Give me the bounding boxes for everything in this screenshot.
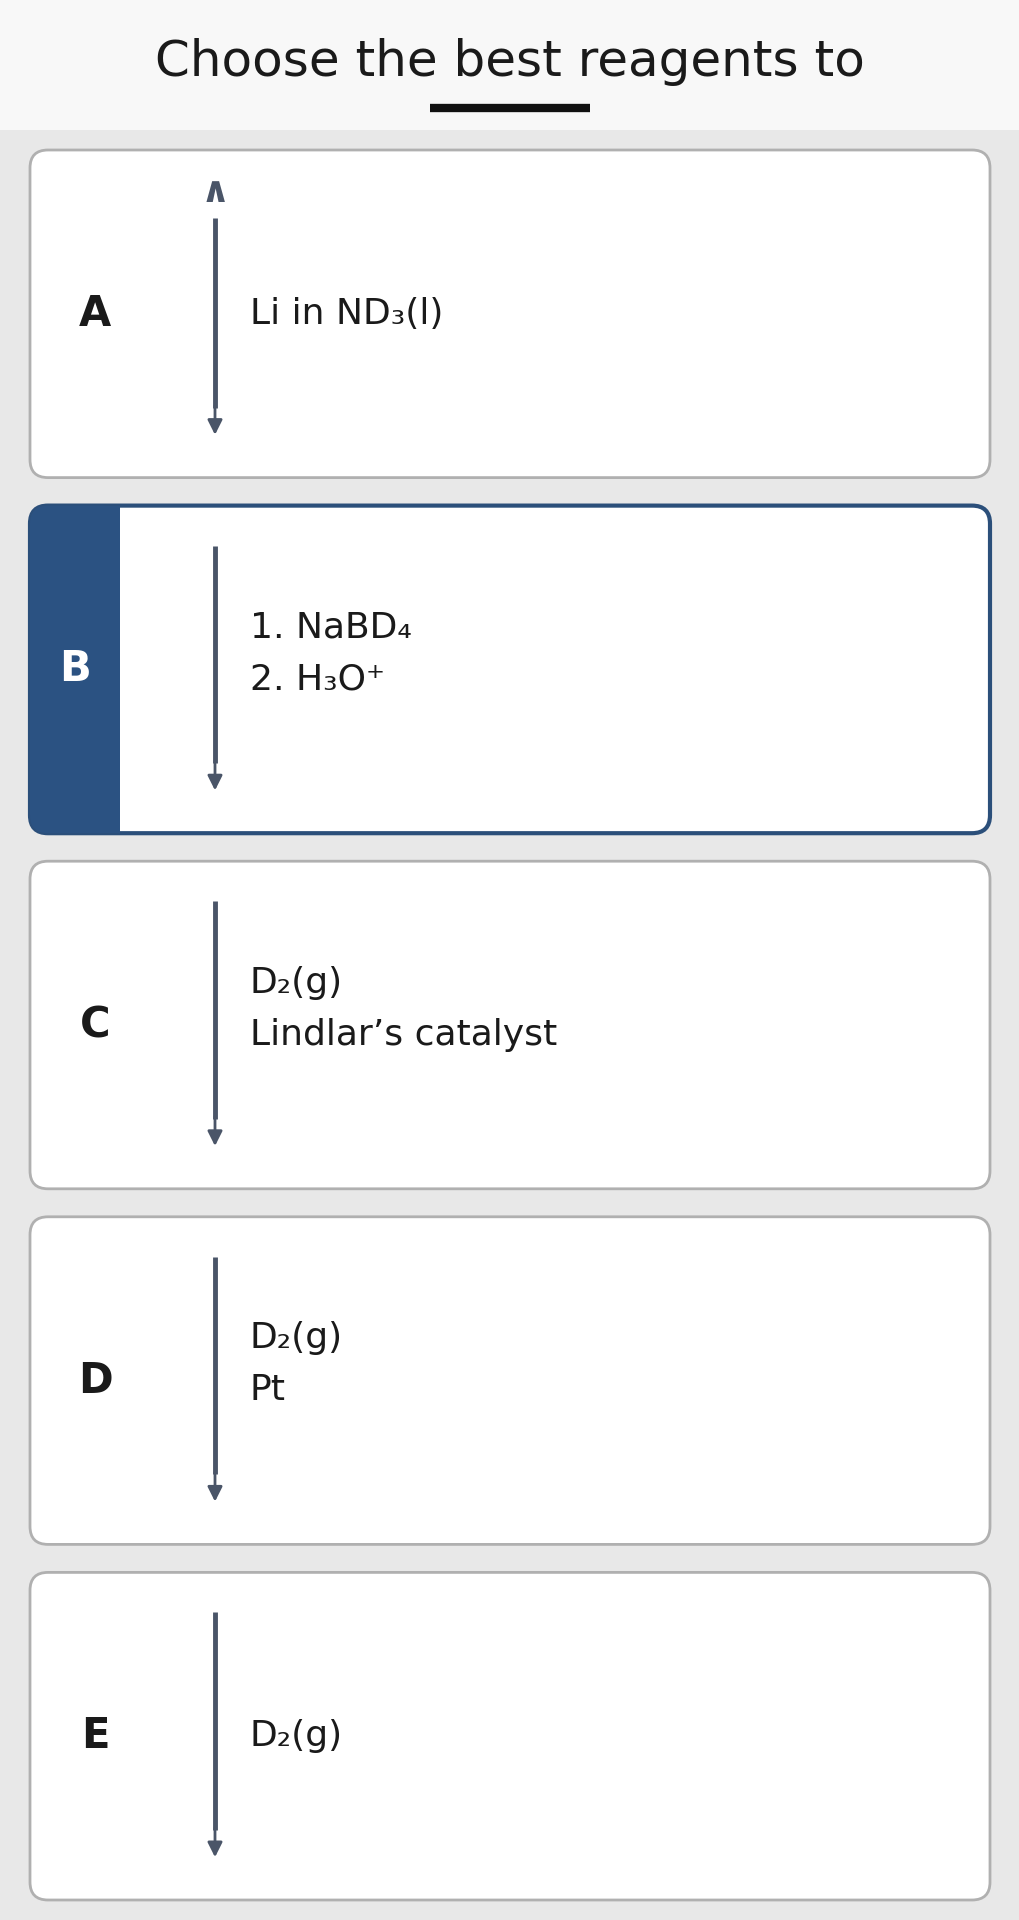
Text: D₂(g): D₂(g) — [250, 966, 342, 1000]
FancyBboxPatch shape — [30, 1217, 989, 1544]
FancyBboxPatch shape — [30, 1572, 989, 1901]
Text: D₂(g): D₂(g) — [250, 1321, 342, 1356]
Text: E: E — [81, 1715, 109, 1757]
FancyBboxPatch shape — [30, 505, 120, 833]
FancyBboxPatch shape — [75, 505, 120, 833]
Text: Li in ND₃(l): Li in ND₃(l) — [250, 298, 443, 330]
Text: 2. H₃O⁺: 2. H₃O⁺ — [250, 662, 384, 697]
FancyBboxPatch shape — [0, 0, 1019, 131]
Text: B: B — [59, 649, 91, 691]
Text: C: C — [79, 1004, 110, 1046]
FancyBboxPatch shape — [30, 862, 989, 1188]
Text: Choose the best reagents to: Choose the best reagents to — [155, 38, 864, 86]
Text: 1. NaBD₄: 1. NaBD₄ — [250, 611, 412, 643]
FancyBboxPatch shape — [30, 150, 989, 478]
Text: A: A — [78, 292, 111, 334]
Text: D: D — [77, 1359, 112, 1402]
Text: Lindlar’s catalyst: Lindlar’s catalyst — [250, 1018, 556, 1052]
FancyBboxPatch shape — [30, 505, 989, 833]
Text: ∧: ∧ — [200, 175, 229, 209]
Text: D₂(g): D₂(g) — [250, 1718, 342, 1753]
Text: Pt: Pt — [250, 1373, 285, 1407]
